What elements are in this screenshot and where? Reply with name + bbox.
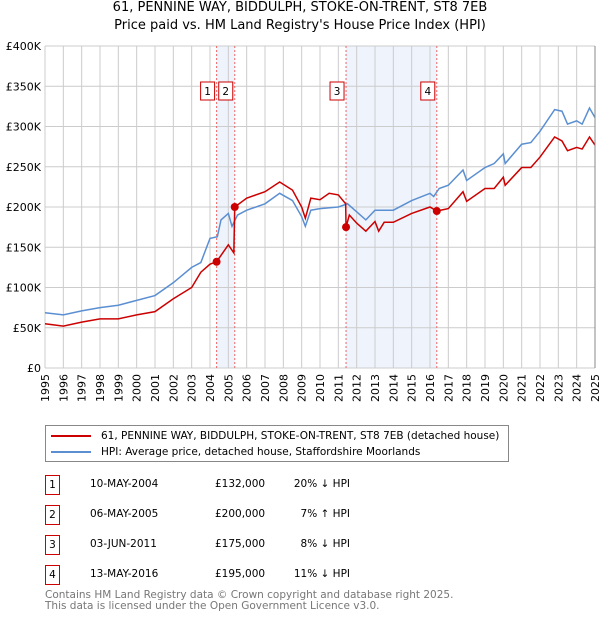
x-tick-label: 2007: [259, 374, 272, 402]
footer-line: Contains HM Land Registry data © Crown c…: [45, 589, 454, 601]
x-tick-label: 2015: [406, 374, 419, 402]
y-tick-label: £100K: [6, 282, 42, 295]
sale-price: £200,000: [215, 508, 266, 520]
sale-row: 3 03-JUN-2011 £175,000 8% ↓ HPI: [45, 535, 445, 555]
sale-label: 2: [222, 86, 229, 98]
y-tick-label: £350K: [6, 80, 42, 93]
x-tick-label: 2002: [167, 374, 180, 402]
y-tick-label: £150K: [6, 241, 42, 254]
sale-label: 4: [424, 86, 431, 98]
sale-date: 06-MAY-2005: [90, 508, 159, 520]
sale-price: £132,000: [215, 478, 266, 490]
x-tick-label: 2008: [277, 374, 290, 402]
sale-date: 03-JUN-2011: [90, 538, 157, 550]
x-tick-label: 2003: [186, 374, 199, 402]
sale-number: 2: [45, 505, 60, 525]
x-tick-label: 2005: [222, 374, 235, 402]
x-tick-label: 2004: [204, 374, 217, 402]
x-tick-label: 2023: [552, 374, 565, 402]
sale-label: 1: [204, 86, 211, 98]
sale-point: [212, 257, 221, 266]
legend-label: 61, PENNINE WAY, BIDDULPH, STOKE-ON-TREN…: [101, 430, 500, 442]
x-tick-label: 2011: [332, 374, 345, 402]
sale-label-box: [420, 81, 436, 101]
sale-number: 3: [45, 535, 60, 555]
y-tick-label: £200K: [6, 201, 42, 214]
sale-point: [432, 207, 441, 216]
sale-number: 1: [45, 475, 60, 495]
x-tick-label: 2013: [369, 374, 382, 402]
legend-swatch-hpi: [51, 451, 91, 453]
y-tick-label: £0: [27, 362, 41, 375]
x-tick-label: 1998: [94, 374, 107, 402]
x-tick-label: 2018: [461, 374, 474, 402]
y-tick-label: £50K: [13, 322, 42, 335]
legend-item-property: 61, PENNINE WAY, BIDDULPH, STOKE-ON-TREN…: [46, 428, 499, 444]
x-tick-label: 1995: [39, 374, 52, 402]
sale-hpi-diff: 11% ↓ HPI: [293, 568, 350, 580]
sale-number: 4: [45, 565, 60, 585]
x-tick-label: 2017: [442, 374, 455, 402]
legend-swatch-property: [51, 435, 91, 437]
x-tick-label: 2000: [131, 374, 144, 402]
x-tick-label: 2019: [479, 374, 492, 402]
sale-price: £195,000: [215, 568, 266, 580]
y-tick-label: £250K: [6, 161, 42, 174]
sale-label-box: [329, 81, 345, 101]
x-tick-label: 2006: [241, 374, 254, 402]
x-tick-label: 2009: [296, 374, 309, 402]
x-tick-label: 2024: [571, 374, 584, 402]
sale-row: 4 13-MAY-2016 £195,000 11% ↓ HPI: [45, 565, 445, 585]
x-tick-label: 2010: [314, 374, 327, 402]
sale-hpi-diff: 8% ↓ HPI: [300, 538, 350, 550]
sale-point: [230, 203, 239, 211]
x-tick-label: 1996: [57, 374, 70, 402]
x-tick-label: 2014: [387, 374, 400, 402]
footer-line: This data is licensed under the Open Gov…: [45, 600, 380, 612]
x-tick-label: 2001: [149, 374, 162, 402]
sale-label-box: [200, 81, 216, 101]
sale-label: 3: [334, 86, 341, 98]
series-line-property: [44, 135, 596, 327]
x-tick-label: 2020: [497, 374, 510, 402]
sale-row: 2 06-MAY-2005 £200,000 7% ↑ HPI: [45, 505, 445, 525]
sale-date: 13-MAY-2016: [90, 568, 159, 580]
series-line-hpi: [44, 106, 596, 316]
sale-row: 1 10-MAY-2004 £132,000 20% ↓ HPI: [45, 475, 445, 495]
x-tick-label: 2021: [516, 374, 529, 402]
x-tick-label: 2025: [589, 374, 600, 402]
x-tick-label: 2022: [534, 374, 547, 402]
price-chart: 1995 1996 1997 1998 1999 2000 2001 2002 2003 2004…: [6, 40, 600, 402]
sale-date: 10-MAY-2004: [90, 478, 159, 490]
sale-label-box: [218, 81, 234, 101]
sale-point: [342, 223, 351, 232]
x-tick-label: 2012: [351, 374, 364, 402]
sale-price: £175,000: [215, 538, 266, 550]
sale-hpi-diff: 7% ↑ HPI: [300, 508, 350, 520]
y-tick-label: £300K: [6, 121, 42, 134]
y-tick-label: £400K: [6, 40, 42, 53]
legend-label: HPI: Average price, detached house, Staf…: [101, 446, 421, 458]
legend-item-hpi: HPI: Average price, detached house, Staf…: [46, 444, 420, 460]
x-tick-label: 1999: [112, 374, 125, 402]
chart-title: 61, PENNINE WAY, BIDDULPH, STOKE-ON-TREN…: [112, 0, 488, 15]
x-tick-label: 1997: [76, 374, 89, 402]
chart-subtitle: Price paid vs. HM Land Registry's House …: [114, 18, 486, 33]
x-tick-label: 2016: [424, 374, 437, 402]
sale-hpi-diff: 20% ↓ HPI: [293, 478, 350, 490]
legend: 61, PENNINE WAY, BIDDULPH, STOKE-ON-TREN…: [45, 425, 509, 462]
